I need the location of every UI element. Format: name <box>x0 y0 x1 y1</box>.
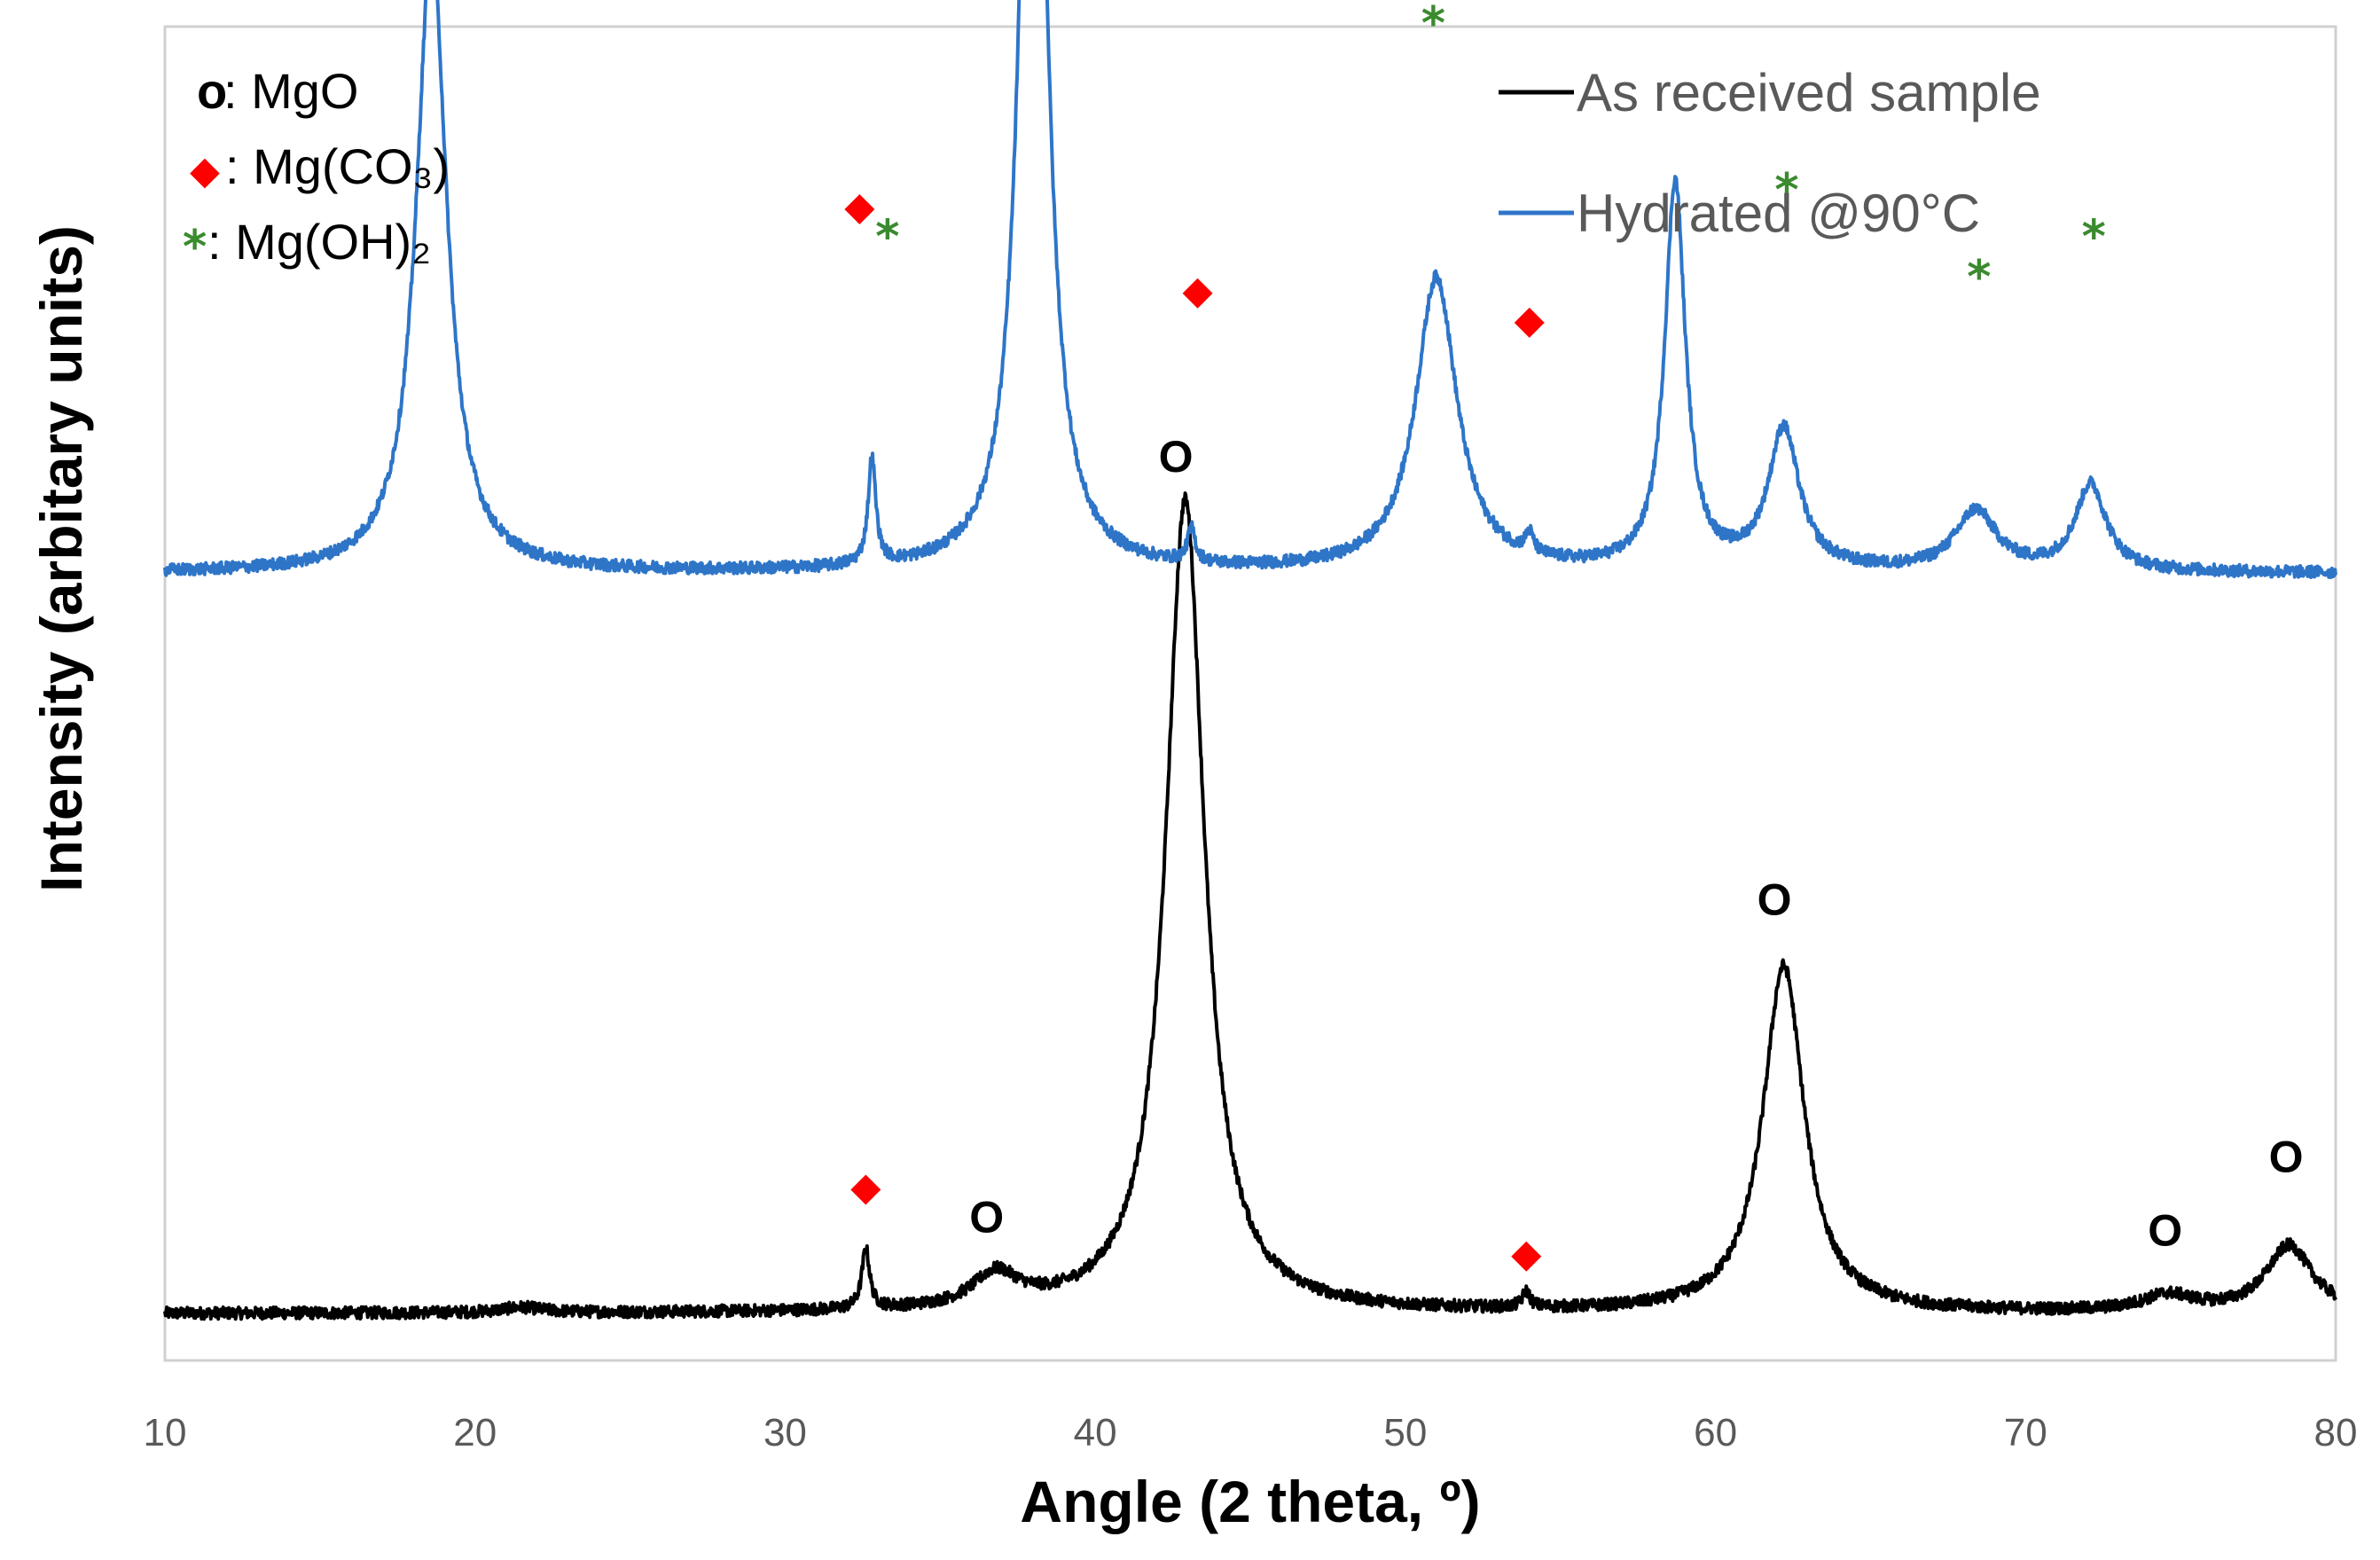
phase-key-mgo-label: : MgO <box>223 63 358 119</box>
x-tick-label: 20 <box>453 1411 497 1454</box>
legend: As received sample Hydrated @90°C <box>1499 63 2041 243</box>
plot-area <box>163 25 2337 1362</box>
series-layer <box>163 0 2337 1321</box>
hydroxide-peak-marker: * <box>1967 251 1991 304</box>
phase-key-hydroxide-label: : Mg(OH)₂ <box>207 214 431 270</box>
phase-key-hydroxide-symbol: * <box>183 221 207 274</box>
phase-key-carbonate-symbol: ◆ <box>190 148 220 193</box>
carbonate-peak-marker <box>1514 307 1545 338</box>
carbonate-peak-marker <box>1182 278 1213 309</box>
hydroxide-peak-marker: * <box>875 211 899 264</box>
carbonate-peak-marker <box>850 1174 881 1205</box>
series-line-as-received <box>163 491 2337 1321</box>
hydroxide-peak-marker: * <box>1774 164 1798 217</box>
x-tick-label: 50 <box>1383 1411 1427 1454</box>
phase-key: o : MgO ◆ : Mg(CO₃) * : Mg(OH)₂ <box>183 63 450 274</box>
mgo-peak-marker: O <box>969 1192 1004 1242</box>
mgo-peak-marker: O <box>2148 1205 2182 1255</box>
legend-label-as-received: As received sample <box>1577 63 2041 122</box>
phase-key-mgo-symbol: o <box>197 63 227 119</box>
series-line-hydrated <box>163 0 2337 579</box>
x-tick-label: 80 <box>2314 1411 2358 1454</box>
carbonate-peak-marker <box>1511 1241 1542 1272</box>
phase-key-carbonate-label: : Mg(CO₃) <box>225 138 450 194</box>
x-tick-label: 30 <box>763 1411 807 1454</box>
hydroxide-peak-marker: * <box>2082 211 2106 264</box>
x-tick-labels: 10 20 30 40 50 60 70 80 <box>144 1411 2358 1454</box>
legend-label-hydrated: Hydrated @90°C <box>1577 184 1980 243</box>
carbonate-peak-marker <box>844 194 875 225</box>
mgo-peak-marker: O <box>1758 874 1792 924</box>
x-tick-label: 10 <box>144 1411 187 1454</box>
y-axis-title: Intensity (arbitary units) <box>28 225 94 892</box>
x-tick-label: 40 <box>1074 1411 1117 1454</box>
x-axis-title: Angle (2 theta, º) <box>1020 1469 1480 1534</box>
mgo-peak-marker: O <box>1159 432 1194 482</box>
x-tick-label: 70 <box>2004 1411 2047 1454</box>
hydroxide-peak-marker: * <box>1421 0 1445 51</box>
mgo-peak-marker: O <box>2269 1133 2304 1182</box>
x-tick-label: 60 <box>1694 1411 1737 1454</box>
